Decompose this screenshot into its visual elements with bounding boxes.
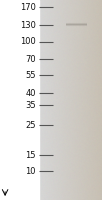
Text: 15: 15: [25, 150, 36, 160]
Text: 130: 130: [20, 21, 36, 29]
Text: 170: 170: [20, 2, 36, 11]
Text: 70: 70: [25, 54, 36, 64]
Text: 10: 10: [25, 166, 36, 176]
Text: 40: 40: [25, 88, 36, 98]
Text: 25: 25: [25, 120, 36, 130]
Text: 55: 55: [25, 71, 36, 79]
Text: 35: 35: [25, 100, 36, 110]
Bar: [0, 0, 39, 200]
Text: 100: 100: [20, 38, 36, 46]
